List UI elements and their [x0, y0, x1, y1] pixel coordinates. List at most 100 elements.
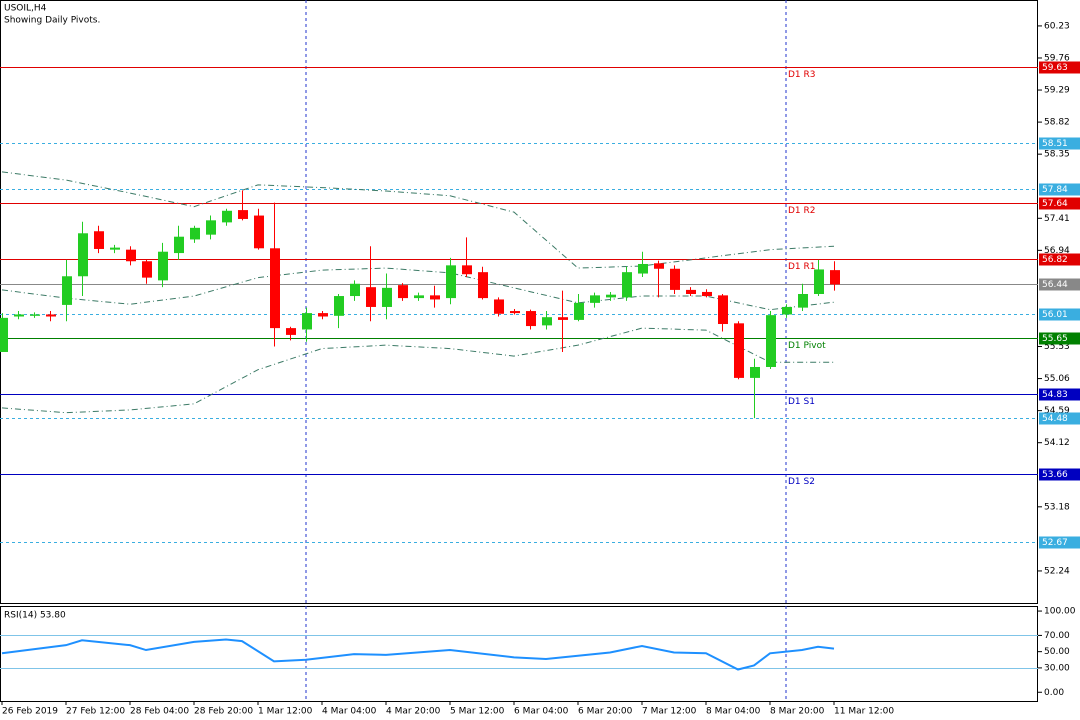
level-price-label: 53.66	[1042, 470, 1068, 480]
candle-body	[206, 220, 216, 235]
level-price-box	[1039, 468, 1080, 481]
level-price-box	[1039, 137, 1080, 150]
candle-body	[110, 247, 120, 250]
y-tick-label: 53.18	[1044, 502, 1070, 512]
level-price-box	[1039, 197, 1080, 210]
rsi-tick-label: 100.00	[1044, 607, 1076, 617]
level-price-box	[1039, 61, 1080, 74]
candle-body	[190, 227, 200, 240]
candle-body	[622, 272, 632, 298]
candle-body	[254, 215, 264, 249]
rsi-tick-label: 0.00	[1044, 688, 1064, 698]
level-price-label: 56.01	[1042, 310, 1068, 320]
candle-body	[398, 285, 408, 299]
candle-body	[782, 306, 792, 315]
y-tick-label: 58.82	[1044, 118, 1070, 128]
candle-body	[222, 210, 232, 223]
candle-body	[510, 311, 520, 314]
x-tick-label: 5 Mar 12:00	[450, 707, 505, 717]
candle-body	[94, 231, 104, 249]
candle-body	[318, 313, 328, 317]
x-tick-label: 6 Mar 04:00	[514, 707, 569, 717]
y-tick-label: 57.41	[1044, 214, 1070, 224]
level-price-box	[1039, 278, 1080, 291]
level-label: D1 Pivot	[788, 341, 826, 351]
level-price-box	[1039, 332, 1080, 345]
level-price-box	[1039, 536, 1080, 549]
x-tick-label: 27 Feb 12:00	[66, 707, 125, 717]
level-label: D1 S2	[788, 477, 815, 487]
level-label: D1 R2	[788, 206, 816, 216]
level-price-box	[1039, 253, 1080, 266]
candle-body	[46, 314, 56, 317]
candle-body	[590, 295, 600, 303]
candle-body	[734, 323, 744, 378]
candle-body	[830, 270, 840, 285]
price-panel: D1 R3 D1 R2 D1 R1 D1 Pivot D1 S1 D1 S2	[0, 67, 1038, 543]
level-label: D1 R1	[788, 262, 816, 272]
level-price-box	[1039, 183, 1080, 196]
band-middle	[1, 267, 835, 311]
level-price-box	[1039, 412, 1080, 425]
candle-body	[686, 289, 696, 294]
candle-body	[446, 265, 456, 299]
candle-body	[126, 249, 136, 262]
x-tick-label: 4 Mar 04:00	[322, 707, 377, 717]
candle-body	[14, 314, 24, 317]
y-tick-label: 54.12	[1044, 438, 1070, 448]
rsi-tick-label: 30.00	[1044, 663, 1070, 673]
candle-body	[302, 313, 312, 330]
level-price-label: 54.48	[1042, 414, 1068, 424]
y-tick-label: 52.24	[1044, 566, 1070, 576]
candle-body	[382, 287, 392, 307]
candle-body	[158, 251, 168, 281]
candle-body	[238, 210, 248, 219]
candle-body	[478, 272, 488, 299]
x-tick-label: 8 Mar 20:00	[770, 707, 825, 717]
rsi-panel	[0, 635, 1038, 671]
candle-body	[766, 315, 776, 367]
level-price-box	[1039, 308, 1080, 321]
candle-body	[702, 291, 712, 297]
candle-body	[286, 328, 296, 335]
x-tick-label: 6 Mar 20:00	[578, 707, 633, 717]
level-label: D1 S1	[788, 397, 815, 407]
x-tick-label: 28 Feb 20:00	[194, 707, 253, 717]
candle-body	[334, 296, 344, 316]
level-price-label: 59.63	[1042, 63, 1068, 73]
x-tick-label: 11 Mar 12:00	[834, 707, 894, 717]
level-price-label: 58.51	[1042, 139, 1068, 149]
level-price-label: 57.84	[1042, 185, 1068, 195]
level-price-label: 52.67	[1042, 538, 1068, 548]
rsi-line	[1, 638, 835, 671]
candle-body	[654, 263, 664, 269]
candle-body	[494, 299, 504, 314]
band-lower	[1, 327, 834, 414]
y-tick-label: 55.53	[1044, 342, 1070, 352]
x-tick-label: 1 Mar 12:00	[258, 707, 313, 717]
level-price-label: 56.82	[1042, 255, 1068, 265]
rsi-tick-label: 70.00	[1044, 631, 1070, 641]
x-tick-label: 7 Mar 12:00	[642, 707, 697, 717]
rsi-tick-label: 50.00	[1044, 647, 1070, 657]
chart-title: USOIL,H4	[4, 4, 47, 14]
candle-body	[30, 314, 40, 316]
candle-body	[638, 263, 648, 274]
y-tick-label: 59.29	[1044, 86, 1070, 96]
level-label: D1 R3	[788, 70, 816, 80]
candle-body	[798, 293, 808, 308]
x-tick-label: 4 Mar 20:00	[386, 707, 441, 717]
candle-body	[366, 287, 376, 307]
level-price-label: 54.83	[1042, 390, 1068, 400]
rsi-frame	[0, 606, 1038, 702]
candle-body	[718, 295, 728, 325]
x-tick-label: 28 Feb 04:00	[130, 707, 189, 717]
y-tick-label: 54.59	[1044, 406, 1070, 416]
candle-body	[430, 295, 440, 300]
candle-body	[78, 233, 88, 277]
candle-body	[462, 265, 472, 275]
x-tick-label: 26 Feb 2019	[2, 707, 58, 717]
y-tick-label: 56.94	[1044, 246, 1070, 256]
candle-body	[174, 236, 184, 254]
